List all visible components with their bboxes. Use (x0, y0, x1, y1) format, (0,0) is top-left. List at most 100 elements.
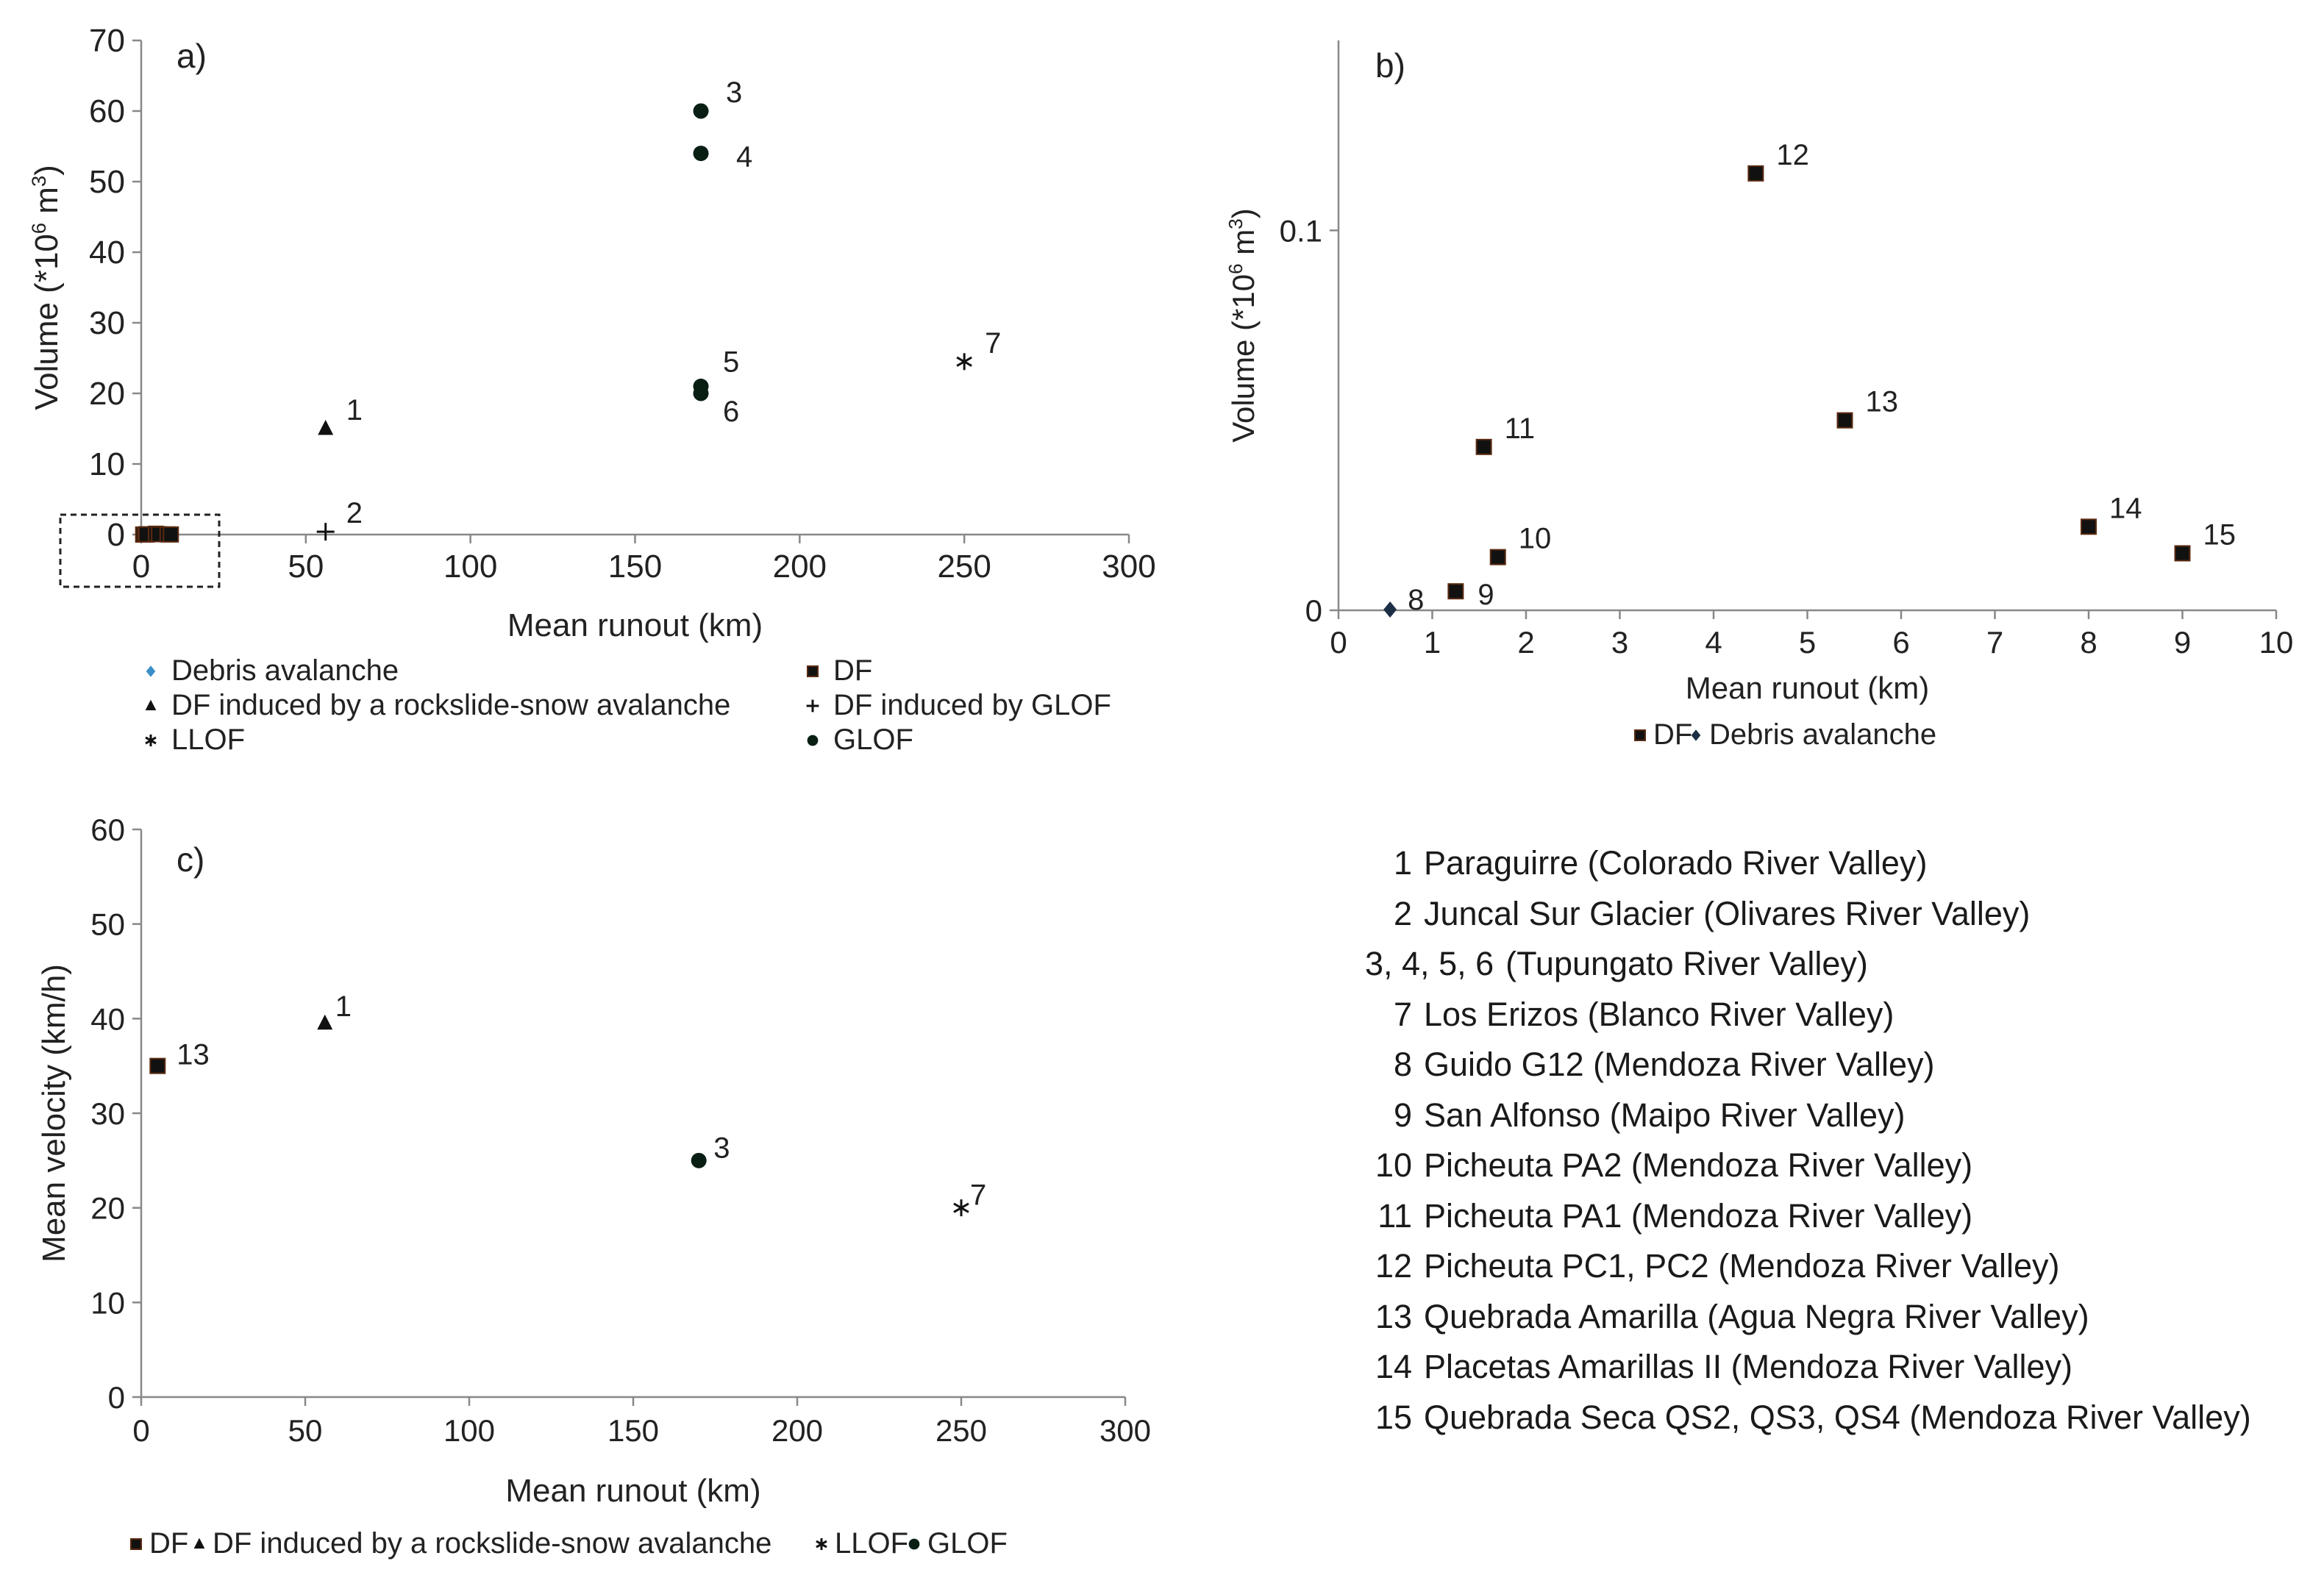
site-label-name: Guido G12 (Mendoza River Valley) (1424, 1046, 1935, 1083)
y-tick-label: 0 (107, 517, 125, 553)
legend-marker (1634, 729, 1646, 741)
site-label-id: 10 (1375, 1146, 1412, 1184)
point-label: 4 (736, 141, 752, 174)
point-circle (691, 1152, 707, 1168)
y-axis-label-sup: 3 (1225, 218, 1247, 229)
site-label-row: 8 Guido G12 (Mendoza River Valley) (1353, 1040, 2251, 1090)
x-tick-label: 300 (1099, 1413, 1151, 1448)
legend-marker (145, 734, 157, 747)
x-tick-label: 250 (935, 1413, 987, 1448)
x-tick-label: 0 (132, 549, 150, 585)
site-label-id: 11 (1377, 1196, 1412, 1235)
site-label-id: 7 (1393, 995, 1412, 1033)
y-axis-label: Volume (*106 m3) (1225, 208, 1261, 442)
x-tick-label: 5 (1799, 625, 1816, 660)
x-tick-label: 200 (771, 1413, 823, 1448)
legend-marker (807, 735, 819, 746)
site-label-name: Quebrada Seca QS2, QS3, QS4 (Mendoza Riv… (1424, 1398, 2251, 1436)
y-axis-label-part: ) (1226, 208, 1261, 218)
legend-marker (193, 1538, 205, 1549)
x-axis-label: Mean runout (km) (507, 607, 763, 643)
y-axis-label-sup: 6 (27, 223, 50, 234)
point-label: 3 (726, 76, 742, 109)
site-label-name: Picheuta PA1 (Mendoza River Valley) (1424, 1196, 1973, 1235)
site-label-name: San Alfonso (Maipo River Valley) (1424, 1096, 1906, 1134)
x-tick-label: 100 (443, 549, 497, 585)
legend-marker (806, 699, 819, 712)
legend-entry: GLOF (927, 1527, 1008, 1560)
point-label: 3 (713, 1132, 730, 1164)
point-label: 1 (346, 394, 363, 426)
site-label-row: 10 Picheuta PA2 (Mendoza River Valley) (1353, 1140, 2251, 1191)
legend-marker (816, 1538, 827, 1551)
site-label-name: (Tupungato River Valley) (1505, 945, 1868, 982)
x-tick-label: 7 (1986, 625, 2003, 660)
y-axis-label-part: m (1226, 229, 1261, 264)
legend-marker (146, 665, 156, 677)
x-tick-label: 2 (1517, 625, 1534, 660)
y-tick-label: 20 (89, 376, 125, 412)
y-axis-label-part: Volume (*10 (1226, 274, 1261, 443)
point-triangle (317, 1014, 333, 1030)
chart-c: 0 50 100 150 200 250 300 0 10 20 30 40 50 60 c) Mean ru… (36, 813, 1151, 1560)
point-circle (693, 146, 709, 162)
legend: DF DF induced by a rockslide-snow avalanc… (130, 1527, 1008, 1560)
site-label-row: 14 Placetas Amarillas II (Mendoza River V… (1353, 1342, 2251, 1393)
site-label-row: 2 Juncal Sur Glacier (Olivares River Vall… (1353, 889, 2251, 940)
x-tick-label: 250 (937, 549, 991, 585)
panel-label: b) (1375, 46, 1405, 85)
site-label-id: 14 (1375, 1348, 1412, 1385)
x-tick-label: 200 (773, 549, 827, 585)
point-square (1836, 412, 1853, 429)
point-label: 13 (1866, 386, 1899, 418)
x-axis-label: Mean runout (km) (505, 1473, 760, 1509)
y-tick-label: 60 (89, 93, 125, 129)
point-label: 7 (970, 1179, 986, 1212)
x-tick-label: 9 (2174, 625, 2191, 660)
y-axis-label: Mean velocity (km/h) (36, 964, 72, 1262)
point-label: 11 (1505, 413, 1536, 445)
legend-entry: GLOF (833, 724, 913, 756)
point-plus (316, 523, 335, 541)
site-label-row: 9 San Alfonso (Maipo River Valley) (1353, 1090, 2251, 1141)
x-tick-label: 50 (288, 549, 324, 585)
site-label-row: 11 Picheuta PA1 (Mendoza River Valley) (1353, 1191, 2251, 1242)
legend-entry: DF induced by a rockslide-snow avalanche (213, 1527, 771, 1560)
y-tick-label: 0 (108, 1380, 125, 1415)
site-label-row: 3, 4, 5, 6 (Tupungato River Valley) (1353, 939, 2251, 990)
y-tick-label: 40 (89, 235, 125, 271)
site-label-name: Picheuta PA2 (Mendoza River Valley) (1424, 1146, 1973, 1184)
point-label: 12 (1776, 139, 1809, 171)
point-square (2174, 545, 2191, 562)
point-label: 14 (2109, 492, 2142, 524)
site-label-id: 9 (1393, 1096, 1412, 1134)
site-label-id: 15 (1375, 1398, 1412, 1436)
y-axis-label-sup: 3 (27, 176, 50, 187)
legend-entry: LLOF (171, 724, 245, 756)
site-label-row: 12 Picheuta PC1, PC2 (Mendoza River Valle… (1353, 1241, 2251, 1292)
point-label: 9 (1478, 579, 1494, 611)
point-circle (693, 103, 709, 119)
panel-label: a) (177, 37, 207, 75)
legend-entry: DF (1653, 718, 1692, 751)
point-label: 5 (723, 346, 739, 378)
site-label-id: 2 (1393, 894, 1412, 932)
y-axis-label-part: ) (29, 165, 65, 176)
point-square (1489, 549, 1506, 565)
point-triangle (318, 420, 334, 435)
point-label: 10 (1519, 523, 1552, 555)
site-label-name: Los Erizos (Blanco River Valley) (1424, 995, 1895, 1033)
point-square (1747, 165, 1764, 182)
site-label-list: 1 Paraguirre (Colorado River Valley) 2 Junc… (1353, 838, 2251, 1443)
site-label-id: 12 (1375, 1247, 1412, 1285)
point-square (1475, 438, 1492, 455)
legend: Debris avalanche DF DF induced by a rocksl… (145, 654, 1111, 756)
site-label-id: 13 (1375, 1297, 1412, 1335)
x-axis-label: Mean runout (km) (1686, 671, 1929, 705)
y-tick-label: 10 (90, 1285, 125, 1320)
x-tick-label: 1 (1424, 625, 1441, 660)
y-tick-label: 20 (90, 1191, 125, 1226)
point-label: 1 (335, 990, 352, 1023)
